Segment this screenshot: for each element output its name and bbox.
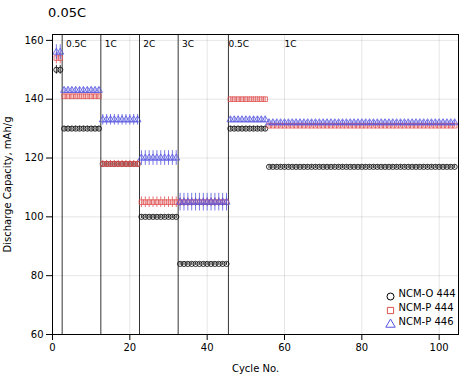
svg-text:3C: 3C: [182, 39, 194, 49]
svg-text:60: 60: [31, 329, 44, 340]
svg-text:100: 100: [430, 342, 449, 353]
svg-text:0.5C: 0.5C: [66, 39, 87, 49]
svg-text:0.5C: 0.5C: [228, 39, 249, 49]
svg-text:0: 0: [49, 342, 55, 353]
svg-text:80: 80: [31, 270, 44, 281]
svg-text:20: 20: [123, 342, 136, 353]
svg-text:140: 140: [24, 93, 43, 104]
svg-text:2C: 2C: [143, 39, 155, 49]
svg-text:Cycle No.: Cycle No.: [232, 363, 279, 374]
svg-text:40: 40: [201, 342, 214, 353]
svg-text:NCM-P 446: NCM-P 446: [399, 316, 454, 327]
svg-text:80: 80: [355, 342, 368, 353]
svg-text:NCM-P 444: NCM-P 444: [399, 302, 454, 313]
svg-text:NCM-O 444: NCM-O 444: [399, 288, 456, 299]
svg-text:160: 160: [24, 35, 43, 46]
svg-text:120: 120: [24, 152, 43, 163]
svg-text:1C: 1C: [105, 39, 117, 49]
svg-text:Discharge Capacity, mAh/g: Discharge Capacity, mAh/g: [2, 117, 13, 253]
svg-text:1C: 1C: [285, 39, 297, 49]
svg-text:100: 100: [24, 211, 43, 222]
svg-text:60: 60: [278, 342, 291, 353]
html-text:0.05C: 0.05C: [48, 5, 86, 20]
